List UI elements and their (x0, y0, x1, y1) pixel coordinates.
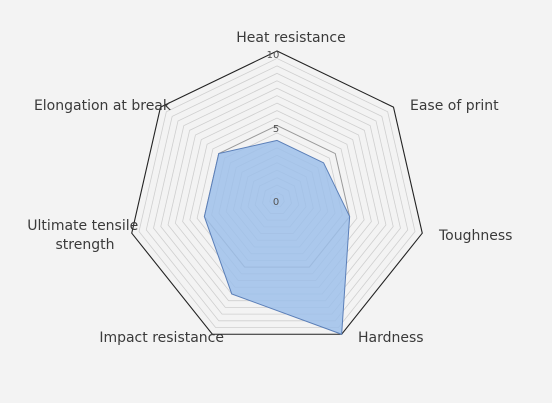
tick-label-10: 10 (267, 50, 280, 61)
radar-grid-ring (138, 58, 416, 328)
axis-label-ultimate-tensile-strength: Ultimate tensile strength (27, 218, 142, 253)
axis-label-hardness: Hardness (358, 330, 424, 346)
axis-label-heat-resistance: Heat resistance (236, 30, 345, 46)
radar-outer-ring (131, 50, 423, 335)
axis-label-impact-resistance: Impact resistance (99, 330, 224, 346)
axis-label-ease-of-print: Ease of print (410, 98, 499, 114)
axis-label-elongation-at-break: Elongation at break (34, 98, 172, 114)
axis-label-toughness: Toughness (438, 228, 512, 244)
radar-tick-labels: 0 5 10 (267, 50, 280, 208)
tick-label-0: 0 (273, 197, 279, 208)
radar-series-area-0 (203, 139, 351, 335)
radar-grid-ring (145, 65, 409, 322)
tick-label-5: 5 (273, 124, 279, 135)
radar-grid-ring (153, 72, 401, 315)
radar-axis-labels: Heat resistance Ease of print Toughness … (27, 30, 512, 346)
radar-series (203, 139, 351, 335)
